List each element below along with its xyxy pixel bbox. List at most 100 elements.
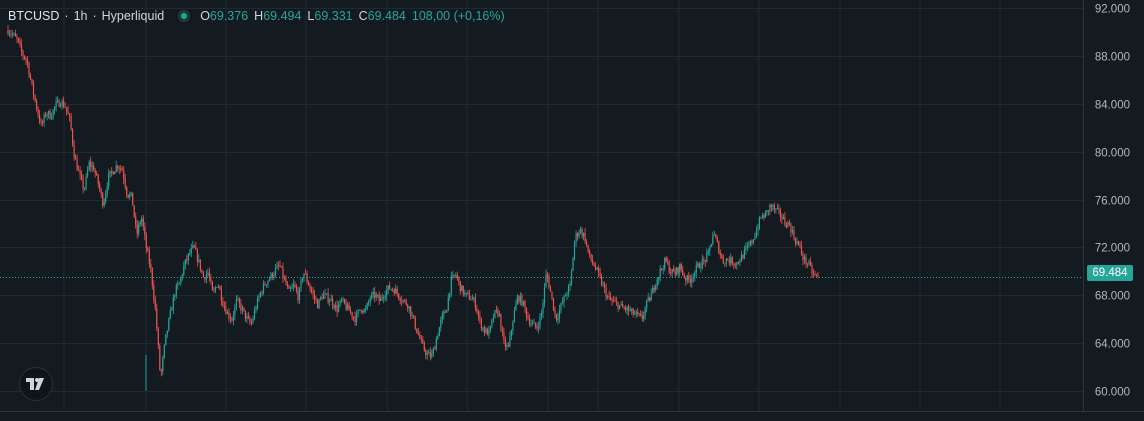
candle-body bbox=[739, 261, 741, 263]
candle-body bbox=[372, 292, 374, 294]
candle-body bbox=[142, 218, 144, 227]
candle-body bbox=[333, 305, 335, 309]
candle-body bbox=[548, 277, 550, 288]
candle-body bbox=[769, 204, 771, 212]
candle-body bbox=[647, 297, 649, 301]
candle-body bbox=[452, 274, 454, 277]
candle-body bbox=[282, 267, 284, 278]
candle-body bbox=[162, 357, 164, 372]
candle-body bbox=[631, 308, 633, 311]
candle-body bbox=[277, 265, 280, 267]
candle-body bbox=[811, 265, 813, 274]
candle-body bbox=[782, 217, 784, 219]
candle-body bbox=[543, 287, 546, 303]
candle-body bbox=[208, 272, 210, 278]
candle-body bbox=[381, 297, 383, 299]
candle-body bbox=[136, 224, 138, 234]
candle-body bbox=[255, 308, 257, 311]
candle-body bbox=[751, 241, 753, 243]
separator: · bbox=[64, 9, 69, 23]
candle-body bbox=[154, 299, 156, 308]
candle-body bbox=[766, 210, 768, 213]
candle-body bbox=[638, 313, 640, 315]
candle-body bbox=[294, 284, 296, 287]
candle-body bbox=[698, 263, 700, 269]
candle-body bbox=[685, 277, 687, 281]
candle-body bbox=[130, 192, 132, 195]
candle-body bbox=[303, 273, 305, 279]
exchange-label[interactable]: Hyperliquid bbox=[101, 9, 165, 23]
close-value: C69.484 bbox=[358, 9, 406, 23]
symbol-label[interactable]: BTCUSD bbox=[8, 9, 60, 23]
candle-body bbox=[223, 306, 225, 307]
candle-body bbox=[658, 276, 660, 280]
candle-body bbox=[656, 279, 658, 286]
candle-body bbox=[428, 352, 430, 354]
candle-body bbox=[150, 264, 152, 269]
candle-body bbox=[232, 315, 234, 321]
candle-body bbox=[779, 209, 781, 217]
candle-body bbox=[808, 261, 810, 264]
candle-body bbox=[537, 326, 540, 329]
candle-body bbox=[453, 274, 455, 276]
candle-body bbox=[601, 276, 603, 285]
candle-body bbox=[120, 168, 122, 170]
separator: · bbox=[92, 9, 97, 23]
candle-body bbox=[482, 327, 484, 329]
candle-body bbox=[321, 297, 323, 299]
candle-body bbox=[45, 114, 47, 116]
candle-body bbox=[581, 229, 583, 236]
candle-body bbox=[749, 241, 751, 245]
candle-body bbox=[26, 60, 29, 63]
candle-body bbox=[616, 301, 618, 303]
candle-body bbox=[607, 296, 609, 298]
candle-body bbox=[23, 55, 26, 59]
candle-body bbox=[649, 297, 651, 301]
candle-body bbox=[371, 293, 373, 299]
candle-body bbox=[261, 292, 263, 294]
candle-body bbox=[297, 291, 299, 300]
candle-body bbox=[378, 295, 380, 301]
candle-body bbox=[441, 314, 443, 320]
candle-body bbox=[743, 249, 745, 259]
candle-body bbox=[480, 319, 482, 329]
candle-body bbox=[174, 295, 176, 297]
y-tick-label: 88.000 bbox=[1095, 52, 1130, 64]
candle-body bbox=[43, 114, 45, 123]
candle-body bbox=[49, 111, 51, 119]
candle-body bbox=[718, 241, 720, 253]
candle-body bbox=[414, 317, 416, 329]
candle-body bbox=[596, 268, 598, 270]
candle-body bbox=[754, 237, 756, 240]
candle-body bbox=[129, 194, 131, 198]
candle-body bbox=[78, 170, 80, 171]
candle-body bbox=[500, 314, 502, 330]
candle-body bbox=[620, 304, 622, 306]
interval-label[interactable]: 1h bbox=[73, 9, 88, 23]
candle-body bbox=[444, 311, 446, 313]
candle-body bbox=[229, 317, 231, 320]
candle-body bbox=[189, 253, 191, 255]
candle-body bbox=[643, 315, 645, 319]
candle-body bbox=[253, 310, 256, 319]
candle-body bbox=[288, 286, 290, 289]
market-status-icon[interactable] bbox=[178, 10, 191, 22]
tradingview-logo-icon[interactable] bbox=[19, 367, 53, 401]
candle-body bbox=[785, 224, 787, 228]
candle-body bbox=[540, 313, 543, 316]
candle-body bbox=[114, 171, 116, 175]
candle-body bbox=[770, 204, 772, 208]
candle-body bbox=[190, 248, 192, 254]
candle-body bbox=[94, 170, 96, 174]
candle-body bbox=[812, 273, 815, 275]
candle-body bbox=[760, 217, 762, 219]
y-tick-label: 68.000 bbox=[1095, 291, 1130, 303]
candle-body bbox=[617, 302, 619, 309]
candle-body bbox=[626, 306, 628, 311]
candle-body bbox=[226, 312, 228, 314]
candle-body bbox=[468, 293, 470, 300]
candle-body bbox=[238, 299, 240, 304]
candle-body bbox=[273, 274, 275, 278]
candle-body bbox=[700, 267, 702, 269]
